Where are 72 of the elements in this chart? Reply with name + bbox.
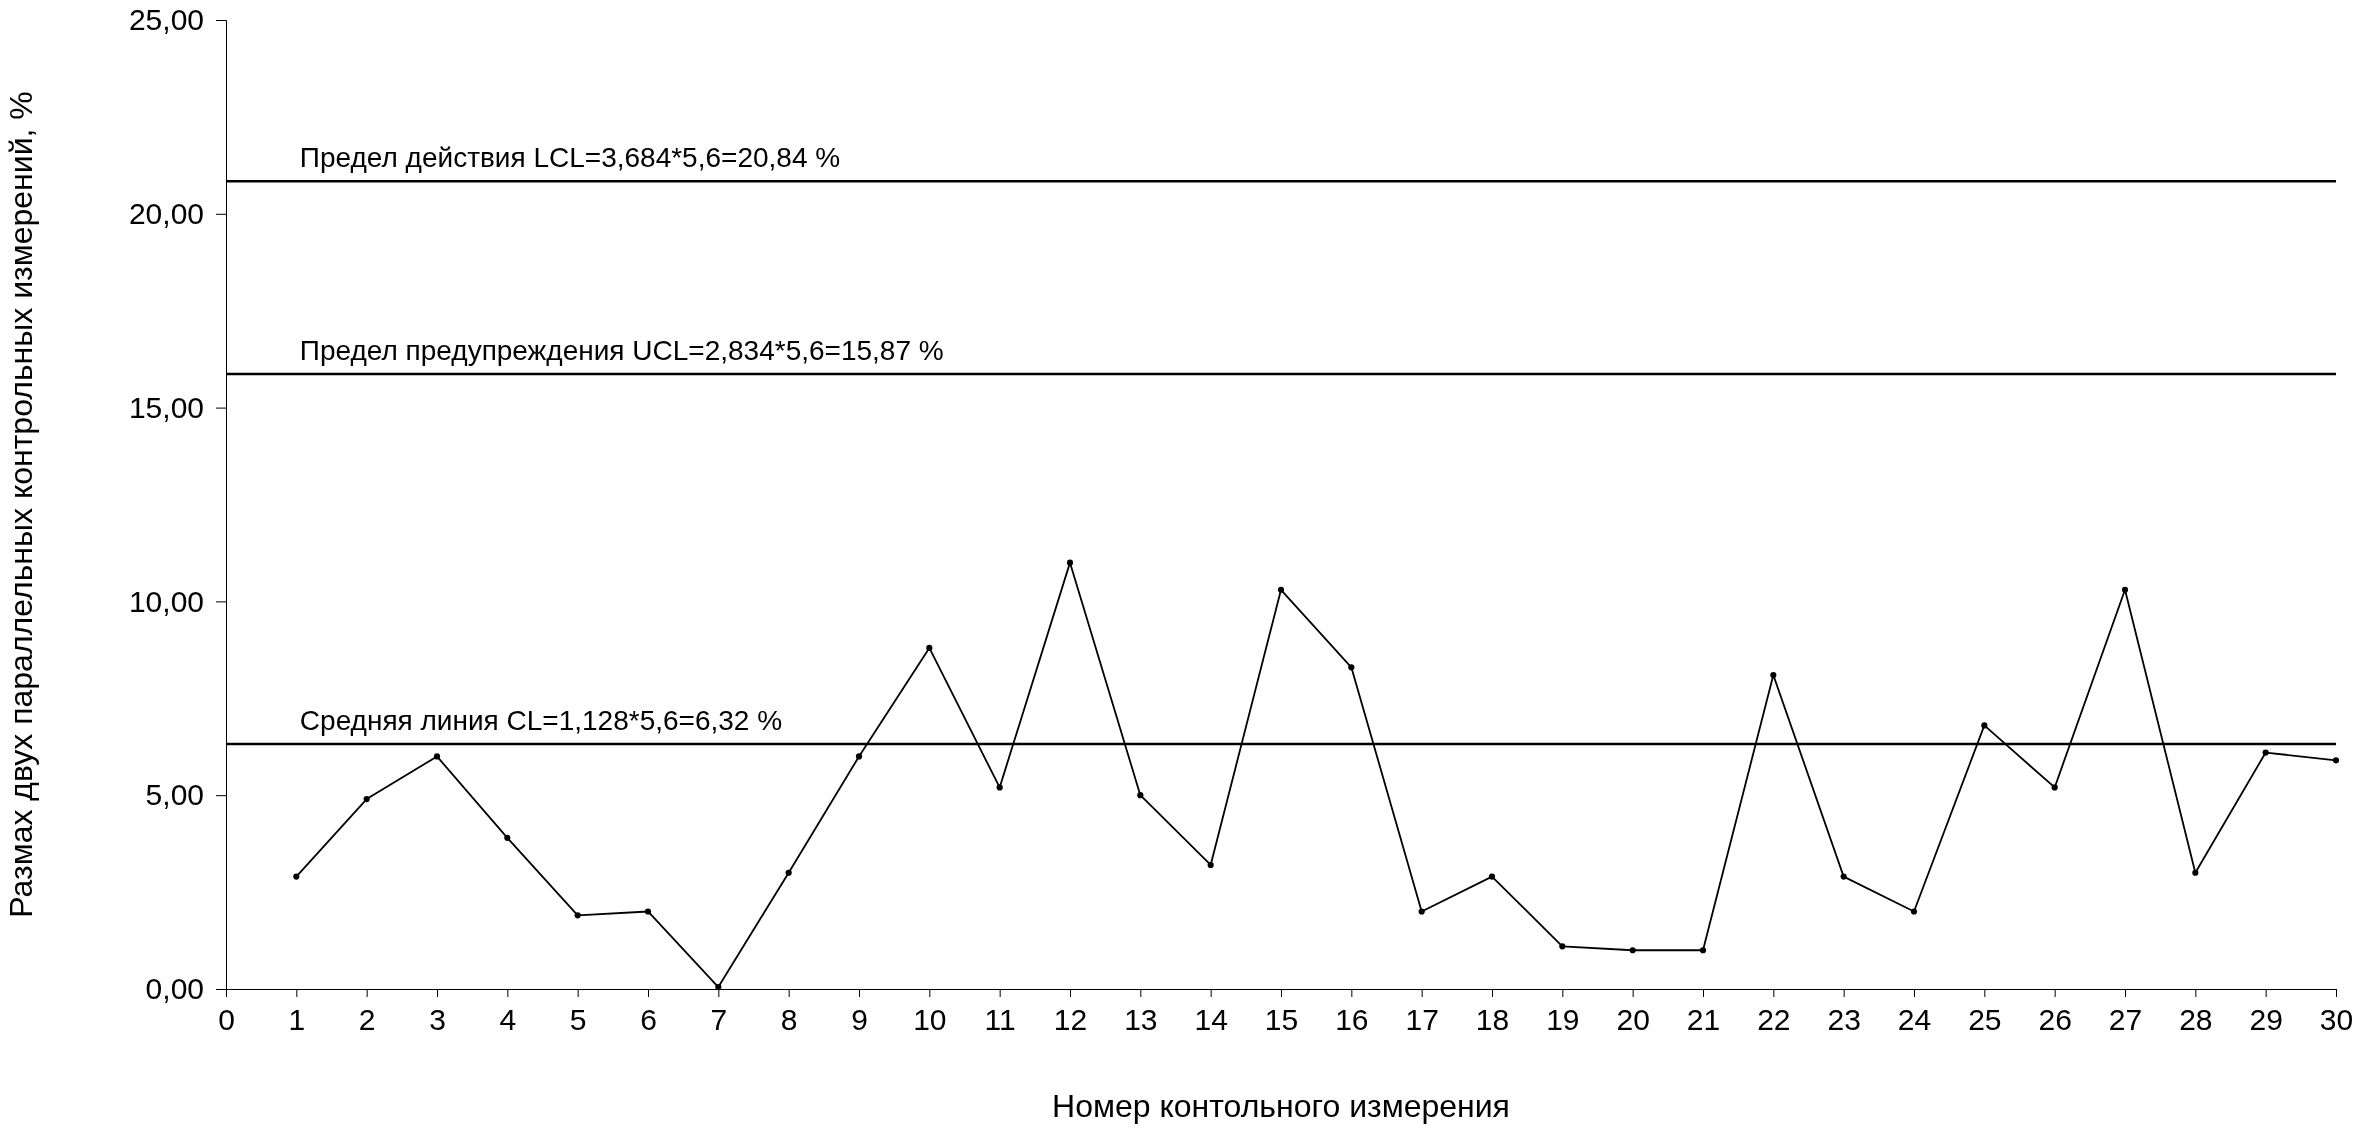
x-tick-label: 1 [288,1003,306,1037]
point [1910,908,1918,915]
x-tick-label: 13 [1124,1003,1158,1037]
point [574,912,581,919]
x-tick-label: 9 [851,1003,868,1037]
point [1277,586,1285,593]
x-tick-label: 19 [1546,1003,1580,1037]
point [1137,792,1144,799]
y-axis-title: Размах двух параллельных контрольных измерений, % [3,91,39,918]
point [785,869,792,876]
point [2332,757,2340,764]
point [504,834,511,841]
x-tick-label: 7 [710,1003,728,1037]
point [2051,784,2058,791]
x-tick-label: 22 [1757,1003,1791,1037]
point [644,908,652,915]
point [715,983,722,991]
point [1348,664,1355,671]
point [2121,586,2129,593]
y-tick-label: 10,00 [128,584,204,618]
point [1207,861,1214,869]
y-tick-label: 20,00 [128,196,204,230]
point [1699,947,1707,954]
x-tick-label: 17 [1405,1003,1439,1037]
point [1066,559,1074,566]
point [1418,908,1425,915]
point [1559,943,1566,950]
point [363,795,370,803]
y-tick-label: 0,00 [145,972,204,1006]
point [926,644,933,651]
x-tick-label: 24 [1897,1003,1932,1037]
x-tick-label: 29 [2249,1003,2283,1037]
x-tick-label: 16 [1335,1003,1369,1037]
x-tick-label: 3 [429,1003,446,1037]
x-axis-title: Номер контольного измерения [1052,1088,1510,1124]
point [1981,722,1988,729]
x-tick-label: 8 [780,1003,798,1037]
x-tick-label: 28 [2179,1003,2213,1037]
x-tick-label: 26 [2038,1003,2072,1037]
x-tick-label: 27 [2108,1003,2143,1037]
point [2262,749,2269,756]
x-tick-label: 25 [1968,1003,2002,1037]
x-tick-label: 15 [1264,1003,1299,1037]
point [1770,671,1777,679]
x-tick-label: 6 [640,1003,657,1037]
x-tick-label: 18 [1475,1003,1510,1037]
y-tick-label: 15,00 [128,390,204,424]
ref-line-label: Предел предупреждения UCL=2,834*5,6=15,87 % [299,334,944,366]
x-tick-label: 2 [358,1003,376,1037]
x-tick-label: 23 [1827,1003,1861,1037]
x-tick-label: 30 [2319,1003,2354,1037]
y-tick-label: 5,00 [145,778,204,812]
point [1840,873,1847,880]
point [1629,947,1636,954]
y-tick-label: 25,00 [128,3,204,37]
x-tick-label: 11 [984,1003,1016,1037]
ref-line-label: Предел действия LCL=3,684*5,6=20,84 % [299,142,841,174]
x-tick-label: 20 [1616,1003,1650,1037]
point [855,753,863,760]
x-tick-label: 0 [218,1003,235,1037]
x-tick-label: 14 [1194,1003,1228,1037]
point [293,873,300,880]
x-tick-label: 12 [1053,1003,1088,1037]
point [2192,869,2199,876]
point [1488,873,1496,880]
x-tick-label: 5 [569,1003,587,1037]
ref-line-label: Средняя линия CL=1,128*5,6=6,32 % [299,705,783,737]
x-tick-label: 10 [913,1003,947,1037]
x-tick-label: 21 [1686,1003,1721,1037]
point [433,753,441,760]
point [996,784,1003,791]
x-tick-label: 4 [499,1003,517,1037]
